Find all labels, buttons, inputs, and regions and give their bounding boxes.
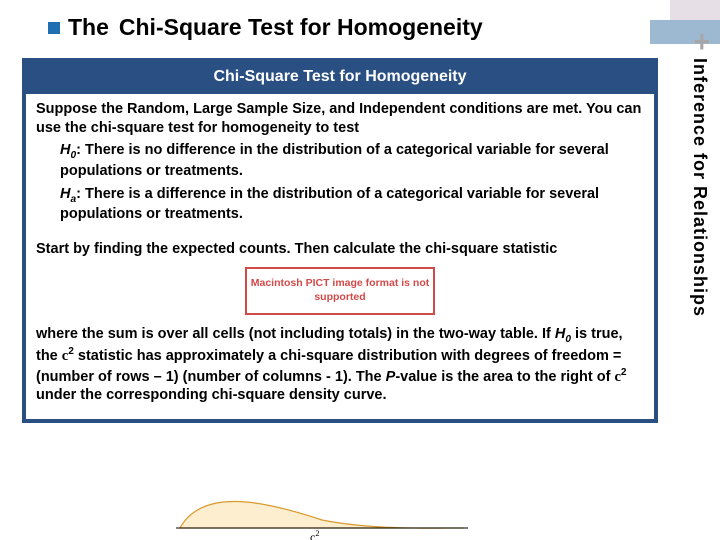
- bullet-square-icon: [48, 22, 60, 34]
- close-d: -value is the area to the right of: [395, 369, 614, 385]
- h0-text: : There is no difference in the distribu…: [60, 142, 609, 179]
- close-a: where the sum is over all cells (not inc…: [36, 326, 555, 342]
- slide: + Inference for Relationships The Chi-Sq…: [0, 0, 720, 540]
- panel-body: Suppose the Random, Large Sample Size, a…: [26, 94, 654, 419]
- title-main: Chi-Square Test for Homogeneity: [119, 14, 483, 41]
- h0-label: H: [60, 142, 70, 158]
- chi-square-curve: [172, 498, 472, 536]
- corner-top: [670, 0, 720, 20]
- intro-bold: chi-square test for homogeneity: [91, 120, 312, 136]
- close-h0-label: H: [555, 326, 565, 342]
- close-e: under the corresponding chi-square densi…: [36, 387, 387, 403]
- title-row: The Chi-Square Test for Homogeneity: [48, 14, 483, 41]
- ha-text: : There is a difference in the distribut…: [60, 186, 599, 223]
- content-panel: Chi-Square Test for Homogeneity Suppose …: [22, 58, 658, 423]
- ha-label: H: [60, 186, 70, 202]
- start-paragraph: Start by finding the expected counts. Th…: [36, 240, 644, 259]
- curve-svg: [172, 498, 472, 536]
- title-prefix: The: [68, 14, 109, 41]
- plus-icon: +: [694, 24, 710, 59]
- axis-two: 2: [315, 529, 319, 538]
- curve-path: [180, 501, 464, 528]
- axis-label: c2: [310, 529, 320, 540]
- close-two2: 2: [621, 367, 627, 378]
- side-label: Inference for Relationships: [688, 58, 710, 388]
- h0-line: H0: There is no difference in the distri…: [60, 141, 644, 180]
- panel-header: Chi-Square Test for Homogeneity: [26, 62, 654, 94]
- intro-paragraph: Suppose the Random, Large Sample Size, a…: [36, 100, 644, 137]
- intro-c: to test: [312, 120, 360, 136]
- closing-paragraph: where the sum is over all cells (not inc…: [36, 325, 644, 405]
- close-P: P: [386, 369, 396, 385]
- ha-line: Ha: There is a difference in the distrib…: [60, 185, 644, 224]
- image-placeholder: Macintosh PICT image format is not suppo…: [245, 267, 435, 315]
